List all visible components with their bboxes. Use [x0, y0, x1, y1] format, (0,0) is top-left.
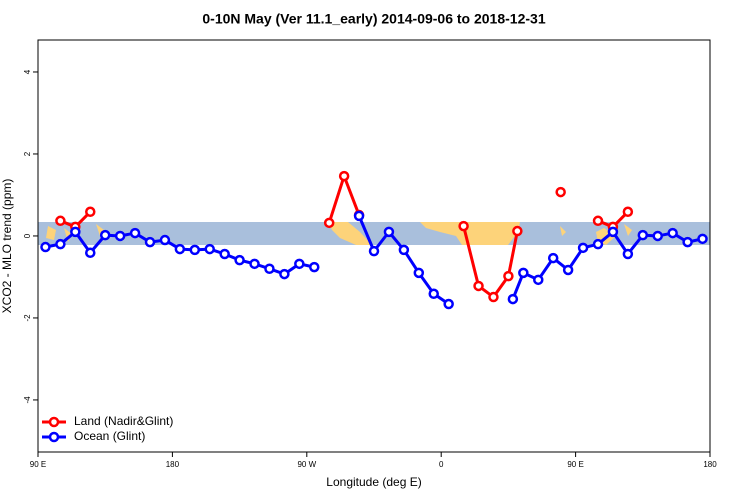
- data-point: [592, 215, 604, 227]
- x-tick-label: 0: [439, 460, 444, 469]
- data-point: [682, 236, 693, 248]
- ocean-band: [38, 222, 710, 245]
- x-axis-label: Longitude (deg E): [326, 475, 421, 489]
- data-point: [413, 267, 425, 279]
- data-point: [512, 225, 523, 237]
- data-point: [652, 230, 663, 242]
- data-point: [264, 263, 275, 275]
- data-point: [204, 243, 215, 255]
- y-tick-label: -4: [23, 396, 32, 404]
- data-point: [503, 270, 514, 282]
- data-point: [309, 261, 320, 273]
- data-point: [189, 244, 201, 256]
- data-point: [622, 248, 634, 260]
- data-point: [99, 229, 111, 241]
- data-point: [85, 247, 96, 259]
- x-tick-label: 180: [166, 460, 180, 469]
- data-point: [368, 245, 380, 257]
- data-point: [323, 217, 335, 229]
- legend-marker: [48, 416, 60, 428]
- data-point: [637, 229, 649, 241]
- x-tick-label: 180: [703, 460, 717, 469]
- data-point: [607, 226, 619, 238]
- data-point: [249, 258, 260, 270]
- data-point: [473, 280, 484, 292]
- y-tick-label: -2: [23, 314, 32, 322]
- legend-label: Land (Nadir&Glint): [74, 414, 173, 428]
- data-point: [428, 288, 439, 300]
- data-point: [592, 238, 604, 250]
- chart-title: 0-10N May (Ver 11.1_early) 2014-09-06 to…: [202, 11, 545, 27]
- data-point: [55, 215, 66, 227]
- data-point: [85, 206, 96, 218]
- data-point: [555, 186, 566, 198]
- data-point: [279, 268, 290, 280]
- data-point: [353, 210, 365, 222]
- land-patches: [46, 222, 632, 245]
- data-point: [338, 170, 350, 182]
- data-point: [174, 243, 186, 255]
- data-point: [562, 264, 574, 276]
- data-point: [622, 206, 634, 218]
- data-point: [667, 227, 678, 239]
- y-tick-label: 4: [23, 69, 32, 74]
- data-point: [234, 254, 245, 266]
- y-axis-label: XCO2 - MLO trend (ppm): [0, 179, 14, 314]
- data-point: [159, 234, 171, 246]
- y-tick-label: 0: [23, 233, 32, 238]
- plot-frame: [37, 39, 711, 453]
- data-point: [70, 226, 81, 238]
- data-point: [294, 258, 305, 270]
- data-point: [40, 241, 51, 253]
- x-tick-label: 90 W: [297, 460, 316, 469]
- data-point: [507, 293, 519, 305]
- x-tick-label: 90 E: [30, 460, 46, 469]
- data-point: [383, 226, 395, 238]
- data-point: [398, 244, 410, 256]
- legend-marker: [48, 431, 60, 443]
- data-point: [443, 298, 454, 310]
- data-point: [518, 267, 529, 279]
- data-point: [547, 252, 559, 264]
- data-point: [577, 242, 589, 254]
- legend-label: Ocean (Glint): [74, 429, 145, 443]
- data-point: [533, 274, 544, 286]
- x-tick-label: 90 E: [567, 460, 583, 469]
- data-point: [55, 238, 66, 250]
- data-point: [114, 230, 126, 242]
- data-point: [144, 236, 156, 248]
- y-tick-label: 2: [23, 151, 32, 156]
- data-point: [129, 227, 141, 239]
- data-point: [219, 248, 230, 260]
- legend: Land (Nadir&Glint)Ocean (Glint): [42, 414, 173, 443]
- data-point: [697, 233, 708, 245]
- data-point: [488, 291, 499, 303]
- data-point: [458, 220, 469, 232]
